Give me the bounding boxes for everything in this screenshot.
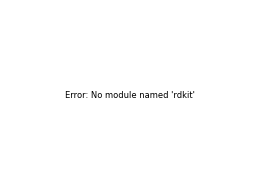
- Text: Error: No module named 'rdkit': Error: No module named 'rdkit': [64, 91, 195, 100]
